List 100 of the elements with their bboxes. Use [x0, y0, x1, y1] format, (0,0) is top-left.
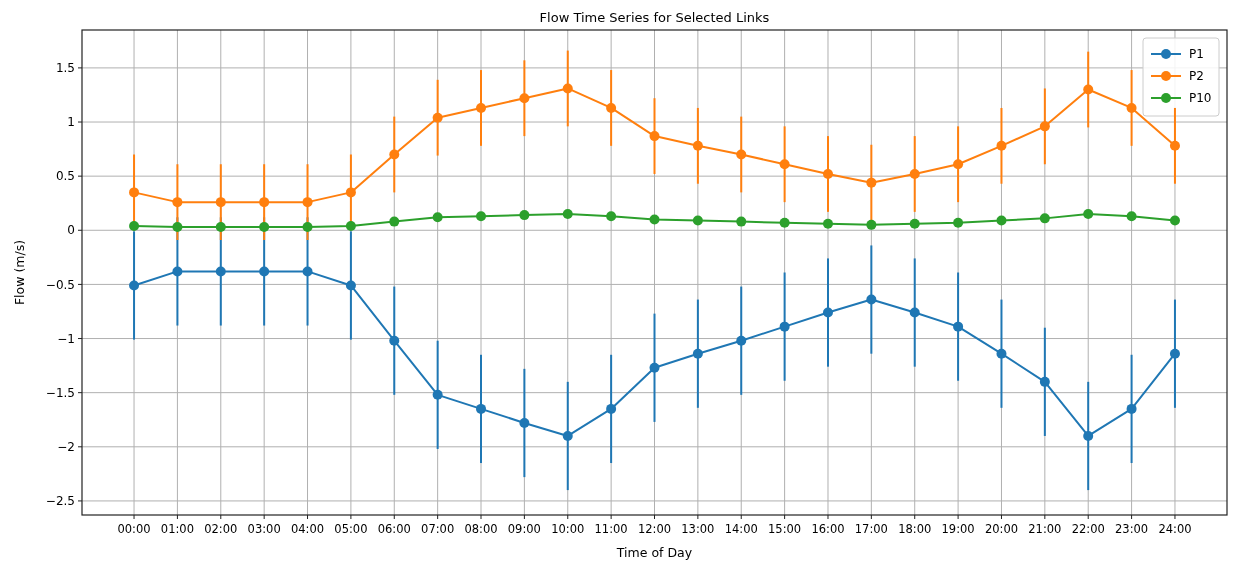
- point: [1039, 213, 1050, 224]
- y-tick-label: 1: [67, 115, 75, 130]
- point: [1083, 84, 1094, 95]
- point: [519, 93, 530, 104]
- point: [129, 220, 140, 231]
- point: [1169, 215, 1180, 226]
- x-axis-title: Time of Day: [615, 545, 693, 560]
- point: [345, 187, 356, 198]
- point: [649, 131, 660, 142]
- point: [129, 280, 140, 291]
- point: [996, 215, 1007, 226]
- x-tick-label: 20:00: [984, 522, 1019, 536]
- x-tick-label: 07:00: [421, 522, 455, 536]
- point: [779, 321, 790, 332]
- point: [822, 307, 833, 318]
- point: [1039, 376, 1050, 387]
- point: [345, 280, 356, 291]
- point: [476, 102, 487, 113]
- point: [606, 403, 617, 414]
- point: [909, 168, 920, 179]
- point: [822, 168, 833, 179]
- point: [953, 159, 964, 170]
- x-tick-label: 05:00: [334, 522, 368, 536]
- x-tick-label: 08:00: [464, 522, 498, 536]
- x-tick-label: 06:00: [377, 522, 411, 536]
- y-tick-label: −2.5: [45, 494, 75, 509]
- x-tick-label: 10:00: [551, 522, 585, 536]
- y-tick-label: −2: [57, 440, 75, 454]
- y-tick-label: −0.5: [45, 277, 75, 292]
- point: [1169, 140, 1180, 151]
- point: [649, 214, 660, 225]
- point: [736, 216, 747, 227]
- point: [476, 211, 487, 222]
- x-tick-label: 01:00: [160, 522, 194, 536]
- x-tick-label: 13:00: [681, 522, 715, 536]
- x-tick-label: 19:00: [941, 522, 975, 536]
- point: [1169, 348, 1180, 359]
- point: [1039, 121, 1050, 132]
- point: [215, 222, 226, 233]
- point: [1126, 102, 1137, 113]
- point: [736, 335, 747, 346]
- legend-label: P10: [1189, 91, 1212, 106]
- point: [562, 209, 573, 220]
- point: [389, 216, 400, 227]
- point: [909, 307, 920, 318]
- point: [562, 430, 573, 441]
- point: [215, 266, 226, 277]
- point: [649, 362, 660, 373]
- point: [129, 187, 140, 198]
- x-tick-label: 00:00: [117, 522, 151, 536]
- point: [259, 197, 270, 208]
- point: [302, 197, 313, 208]
- y-tick-label: 0: [67, 223, 75, 238]
- point: [606, 211, 617, 222]
- point: [866, 294, 877, 305]
- point: [259, 266, 270, 277]
- point: [996, 348, 1007, 359]
- x-tick-label: 03:00: [247, 522, 281, 536]
- y-tick-label: 0.5: [55, 169, 75, 184]
- point: [909, 218, 920, 229]
- legend-label: P2: [1189, 69, 1204, 84]
- point: [1126, 403, 1137, 414]
- point: [432, 212, 443, 223]
- x-tick-label: 02:00: [204, 522, 238, 536]
- x-tick-label: 04:00: [290, 522, 325, 536]
- point: [779, 159, 790, 170]
- point: [822, 218, 833, 229]
- x-tick-label: 22:00: [1071, 522, 1105, 536]
- x-tick-label: 14:00: [724, 522, 758, 536]
- point: [432, 389, 443, 400]
- point: [259, 222, 270, 233]
- point: [302, 266, 313, 277]
- x-tick-label: 16:00: [811, 522, 845, 536]
- point: [519, 417, 530, 428]
- point: [476, 403, 487, 414]
- point: [172, 197, 183, 208]
- x-tick-label: 18:00: [898, 522, 932, 536]
- y-axis-title: Flow (m/s): [12, 239, 27, 306]
- x-tick-label: 11:00: [594, 522, 628, 536]
- point: [389, 335, 400, 346]
- point: [389, 149, 400, 160]
- point: [519, 210, 530, 221]
- x-tick-label: 21:00: [1028, 522, 1062, 536]
- x-tick-label: 17:00: [854, 522, 888, 536]
- point: [866, 177, 877, 188]
- point: [1083, 209, 1094, 220]
- point: [692, 348, 703, 359]
- x-tick-label: 15:00: [768, 522, 802, 536]
- x-tick-label: 12:00: [637, 522, 672, 536]
- point: [953, 321, 964, 332]
- point: [953, 217, 964, 228]
- x-tick-label: 24:00: [1158, 522, 1192, 536]
- point: [562, 83, 573, 94]
- point: [866, 219, 877, 230]
- point: [215, 197, 226, 208]
- point: [736, 149, 747, 160]
- point: [996, 140, 1007, 151]
- point: [1126, 211, 1137, 222]
- point: [302, 222, 313, 233]
- point: [606, 102, 617, 113]
